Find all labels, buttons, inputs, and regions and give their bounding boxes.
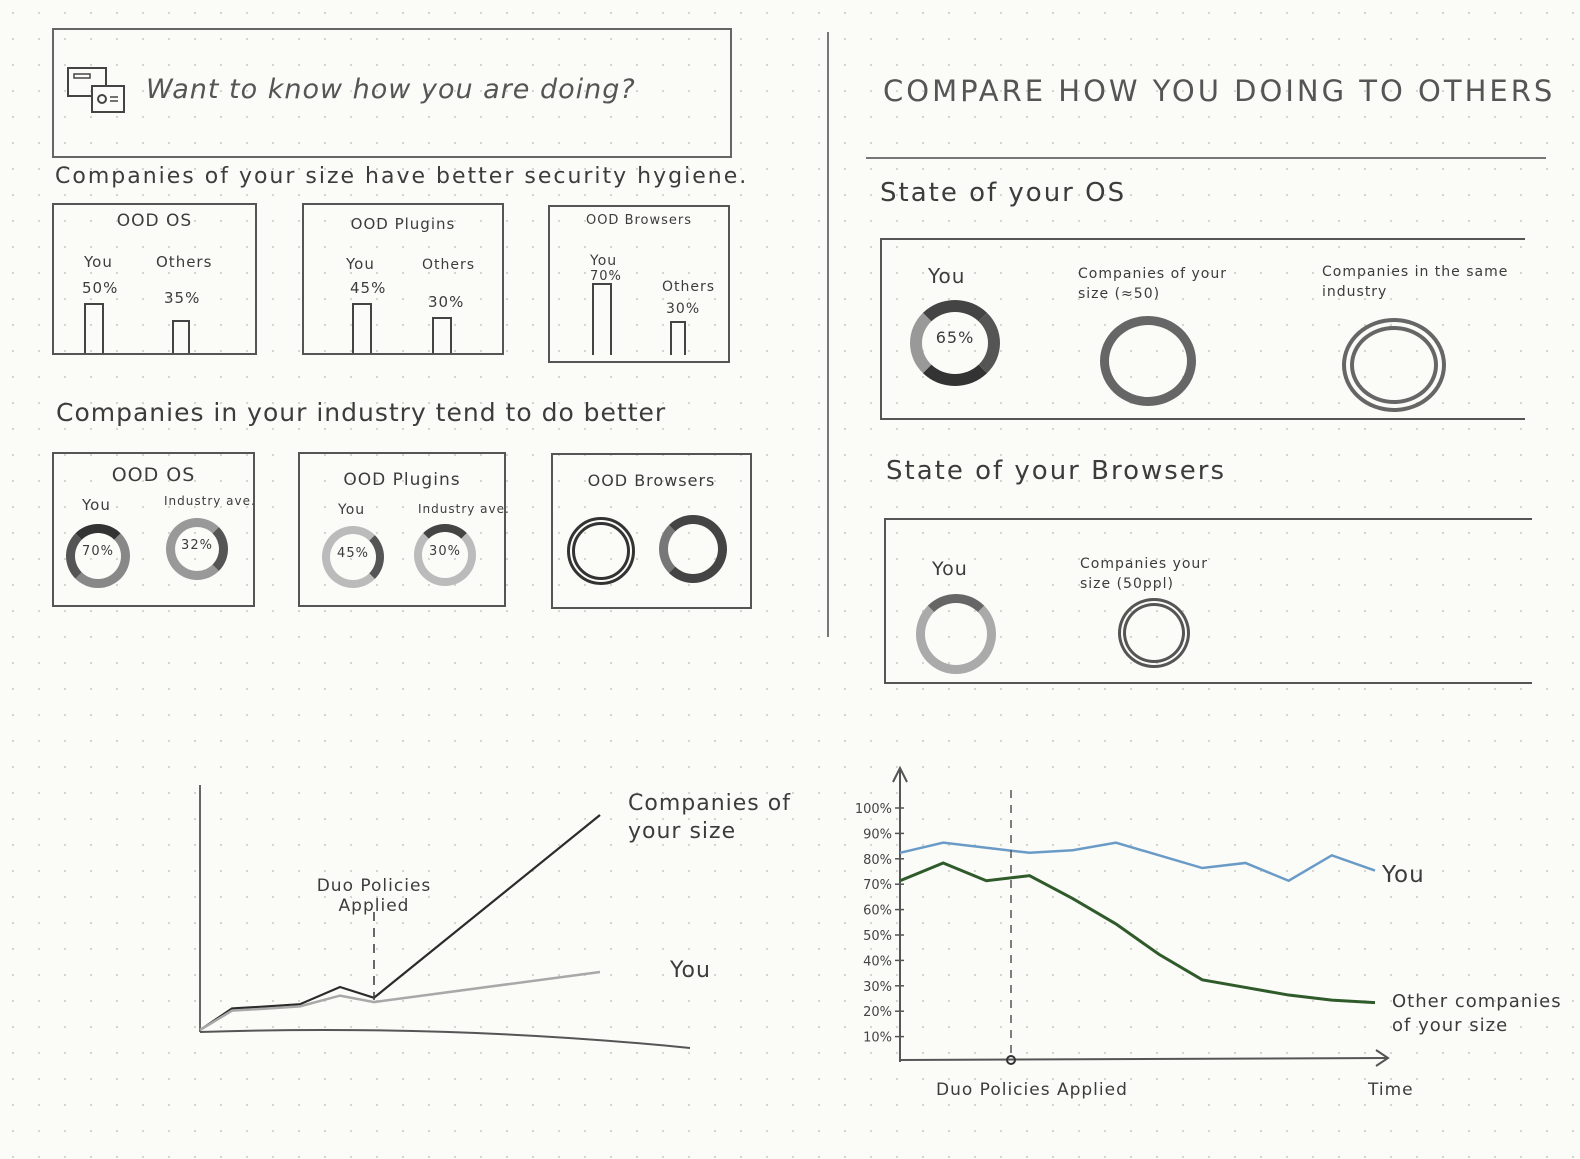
you-label: You bbox=[590, 253, 618, 269]
os-size-label: Companies of your size (≈50) bbox=[1078, 266, 1227, 302]
card-title: OOD Browsers bbox=[585, 213, 693, 228]
chart-left-annotation: Duo Policies Applied bbox=[316, 876, 432, 916]
others-value: 30% bbox=[666, 301, 701, 317]
os-industry-label: Companies in the same industry bbox=[1322, 264, 1509, 300]
browsers-heading: State of your Browsers bbox=[886, 456, 1227, 486]
industry-donut bbox=[659, 515, 727, 583]
industry-label: Industry ave. bbox=[418, 502, 510, 516]
you-value: 50% bbox=[82, 279, 119, 297]
policy-marker-dot bbox=[1006, 1055, 1016, 1065]
industry-card-os: OOD OS You Industry ave. 70% 32% bbox=[52, 452, 255, 607]
industry-donut bbox=[166, 518, 228, 580]
you-bar bbox=[84, 303, 104, 353]
y-tick-label: 60% bbox=[863, 904, 892, 919]
others-label: Others bbox=[422, 257, 476, 273]
card-title: OOD Browsers bbox=[587, 471, 716, 490]
title-underline bbox=[866, 157, 1546, 159]
industry-donut bbox=[414, 524, 476, 586]
you-label: You bbox=[82, 496, 111, 514]
browser-you-donut bbox=[916, 594, 996, 674]
chart-right-plot: 10% 20% 30% 40% 50% 60% 70% 80% 90% 100% bbox=[855, 765, 1390, 1067]
chart-left-plot bbox=[199, 785, 691, 1049]
y-tick-label: 50% bbox=[863, 929, 892, 944]
you-value: 70% bbox=[82, 544, 114, 559]
you-value: 45% bbox=[350, 279, 387, 297]
chart-right-annotation: Duo Policies Applied bbox=[936, 1080, 1128, 1100]
you-donut bbox=[66, 524, 130, 588]
chart-right-label-you: You bbox=[1382, 862, 1425, 888]
browser-you-label: You bbox=[932, 558, 968, 580]
chart-right-label-others: Other companies of your size bbox=[1392, 991, 1562, 1036]
you-donut bbox=[567, 517, 635, 585]
industry-label: Industry ave. bbox=[164, 494, 256, 508]
you-label: You bbox=[338, 502, 366, 518]
chart-left-label-companies: Companies of your size bbox=[628, 791, 791, 844]
you-value: 45% bbox=[337, 546, 369, 561]
size-card-browsers: OOD Browsers You 70% Others 30% bbox=[548, 205, 730, 363]
you-bar bbox=[352, 303, 372, 353]
you-donut bbox=[322, 526, 384, 588]
industry-heading: Companies in your industry tend to do be… bbox=[56, 398, 667, 427]
compare-title: COMPARE HOW YOU DOING TO OTHERS bbox=[883, 74, 1556, 108]
os-size-donut bbox=[1100, 316, 1196, 406]
dashboard-icon bbox=[66, 64, 128, 122]
you-label: You bbox=[346, 255, 375, 273]
y-axis-arrow bbox=[892, 765, 908, 783]
banner: Want to know how you are doing? bbox=[52, 28, 732, 158]
industry-value: 30% bbox=[429, 544, 461, 559]
others-bar bbox=[172, 320, 190, 353]
x-axis bbox=[199, 1029, 691, 1049]
others-label: Others bbox=[156, 253, 213, 271]
y-tick-label: 40% bbox=[863, 954, 892, 969]
browser-size-donut bbox=[1118, 598, 1190, 668]
industry-value: 32% bbox=[181, 538, 213, 553]
size-heading: Companies of your size have better secur… bbox=[55, 164, 749, 189]
os-you-label: You bbox=[928, 264, 966, 288]
you-bar bbox=[592, 283, 612, 355]
x-axis-arrow bbox=[1375, 1049, 1390, 1067]
browsers-section: You Companies your size (50ppl) bbox=[884, 518, 1532, 684]
y-tick-label: 90% bbox=[863, 827, 892, 842]
y-tick-label: 100% bbox=[855, 802, 892, 817]
card-title: OOD Plugins bbox=[343, 470, 461, 490]
card-title: OOD OS bbox=[116, 211, 193, 231]
industry-card-plugins: OOD Plugins You Industry ave. 45% 30% bbox=[298, 452, 509, 607]
size-card-os: OOD OS You 50% Others 35% bbox=[52, 203, 257, 355]
card-title: OOD OS bbox=[111, 464, 196, 486]
x-axis bbox=[899, 1057, 1389, 1061]
y-tick-label: 10% bbox=[863, 1031, 892, 1046]
card-title: OOD Plugins bbox=[350, 215, 456, 233]
y-tick-label: 30% bbox=[863, 980, 892, 995]
you-value: 70% bbox=[590, 269, 622, 284]
series-line-you bbox=[899, 841, 1376, 883]
others-bar bbox=[670, 321, 686, 355]
os-section: You 65% Companies of your size (≈50) Com… bbox=[880, 238, 1525, 420]
others-bar bbox=[432, 317, 452, 353]
y-tick-label: 20% bbox=[863, 1005, 892, 1020]
industry-card-browsers: OOD Browsers bbox=[551, 453, 752, 609]
series-line-you bbox=[199, 970, 601, 1032]
browser-size-label: Companies your size (50ppl) bbox=[1080, 556, 1209, 592]
you-label: You bbox=[84, 253, 113, 271]
y-tick-label: 70% bbox=[863, 878, 892, 893]
chart-right-xlabel: Time bbox=[1368, 1080, 1414, 1100]
os-you-value: 65% bbox=[935, 328, 975, 347]
series-line-others bbox=[899, 861, 1376, 1005]
panel-divider bbox=[827, 32, 829, 637]
others-value: 30% bbox=[428, 293, 465, 311]
banner-text: Want to know how you are doing? bbox=[146, 74, 636, 105]
others-value: 35% bbox=[164, 289, 201, 307]
os-heading: State of your OS bbox=[880, 178, 1127, 208]
size-card-plugins: OOD Plugins You 45% Others 30% bbox=[302, 203, 504, 355]
others-label: Others bbox=[662, 279, 716, 295]
y-tick-label: 80% bbox=[863, 853, 892, 868]
chart-left-label-you: You bbox=[670, 958, 711, 983]
